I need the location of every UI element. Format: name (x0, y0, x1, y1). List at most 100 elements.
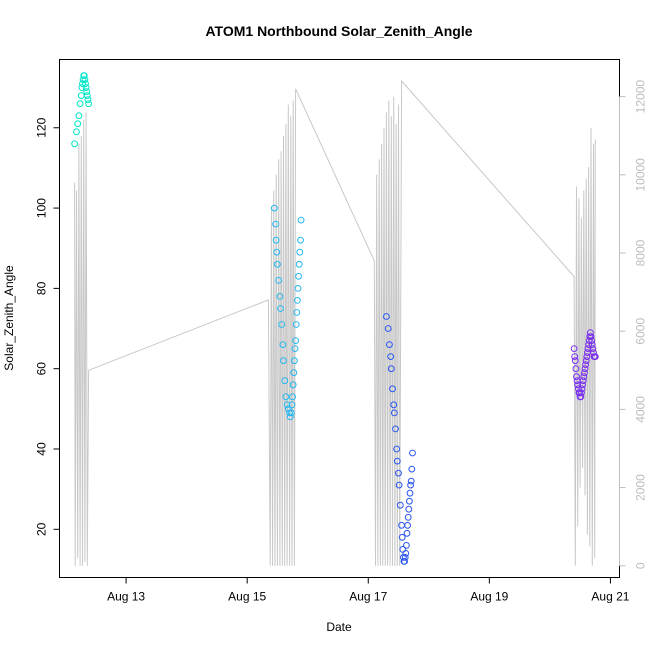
y2-tick-label: 10000 (634, 158, 648, 192)
data-point (296, 248, 304, 256)
data-point (274, 260, 281, 268)
y-tick-label: 100 (35, 198, 49, 218)
x-tick-label: Aug 17 (349, 590, 387, 604)
data-point (291, 357, 298, 365)
data-point (581, 369, 588, 377)
data-point (587, 329, 594, 337)
data-point (277, 305, 284, 312)
data-point (84, 96, 92, 104)
data-point (297, 216, 305, 224)
data-point (406, 497, 413, 505)
data-point (582, 361, 589, 369)
data-point (297, 236, 304, 244)
data-point (395, 481, 403, 489)
data-point (295, 272, 303, 280)
data-point (282, 393, 290, 401)
data-point (407, 477, 415, 485)
data-point (275, 277, 283, 284)
y-tick-label: 40 (35, 442, 49, 456)
y2-tick-label: 6000 (634, 318, 648, 345)
data-point (272, 236, 280, 244)
data-point (386, 341, 393, 349)
data-point (276, 293, 284, 300)
data-point (396, 501, 404, 509)
chart-title: ATOM1 Northbound Solar_Zenith_Angle (205, 23, 472, 39)
y-axis-label: Solar_Zenith_Angle (2, 265, 16, 371)
data-point (398, 533, 406, 541)
x-axis: Aug 13 Aug 15 Aug 17 Aug 19 Aug 21 (107, 577, 630, 604)
data-point (77, 92, 85, 99)
data-point (283, 401, 291, 409)
data-point (292, 337, 300, 345)
altitude-series (74, 79, 596, 566)
data-point (403, 542, 410, 549)
data-point (591, 353, 599, 361)
data-point (384, 325, 392, 332)
data-point (389, 385, 396, 393)
data-point (71, 140, 78, 148)
data-point (289, 381, 297, 389)
data-point (278, 321, 286, 328)
data-point (590, 349, 597, 357)
y-tick-label: 80 (35, 281, 49, 295)
data-point (406, 489, 414, 497)
data-point (85, 100, 92, 108)
y-tick-label: 20 (35, 522, 49, 536)
data-point (288, 401, 296, 409)
y2-tick-label: 8000 (634, 239, 648, 266)
data-point (281, 377, 289, 385)
data-point (295, 260, 303, 268)
data-point (572, 365, 580, 373)
data-point (404, 521, 412, 529)
plot-area (59, 59, 620, 578)
data-point (407, 481, 415, 489)
data-point (271, 204, 278, 212)
data-point (390, 409, 398, 417)
data-point (583, 353, 591, 361)
data-point (279, 341, 287, 349)
data-point (80, 72, 88, 79)
data-point (289, 393, 297, 401)
data-point (409, 449, 416, 457)
data-point (73, 128, 80, 136)
y2-axis: 0 2000 4000 6000 8000 10000 12000 (619, 80, 648, 569)
data-point (81, 76, 89, 83)
y2-tick-label: 4000 (634, 396, 648, 423)
data-point (401, 558, 409, 565)
data-point (294, 297, 301, 304)
y2-tick-label: 12000 (634, 80, 648, 114)
data-point (588, 337, 596, 345)
data-point (83, 88, 91, 95)
x-tick-label: Aug 15 (228, 590, 266, 604)
y-tick-label: 60 (35, 362, 49, 376)
data-point (573, 373, 580, 381)
data-point (293, 309, 301, 316)
data-point (581, 365, 589, 373)
data-point (578, 389, 585, 397)
data-point (392, 425, 399, 433)
data-point (579, 377, 587, 385)
data-point (588, 341, 596, 349)
data-point (387, 353, 395, 361)
data-point (584, 345, 592, 353)
data-point (272, 220, 280, 228)
y-axis: 20 40 60 80 100 120 (35, 117, 60, 536)
data-point (589, 345, 597, 353)
altitude-line (74, 79, 596, 566)
data-point (292, 321, 300, 328)
data-point (395, 469, 402, 477)
x-axis-label: Date (326, 620, 352, 634)
data-point (78, 84, 86, 91)
data-point (390, 401, 398, 409)
data-point (580, 373, 588, 381)
data-point (404, 513, 412, 521)
data-point (405, 505, 413, 513)
data-point (290, 369, 298, 377)
data-point (82, 84, 90, 91)
data-point (383, 313, 390, 320)
data-point (286, 409, 294, 417)
data-point (393, 457, 401, 465)
data-point (577, 393, 585, 401)
data-point (579, 381, 586, 389)
